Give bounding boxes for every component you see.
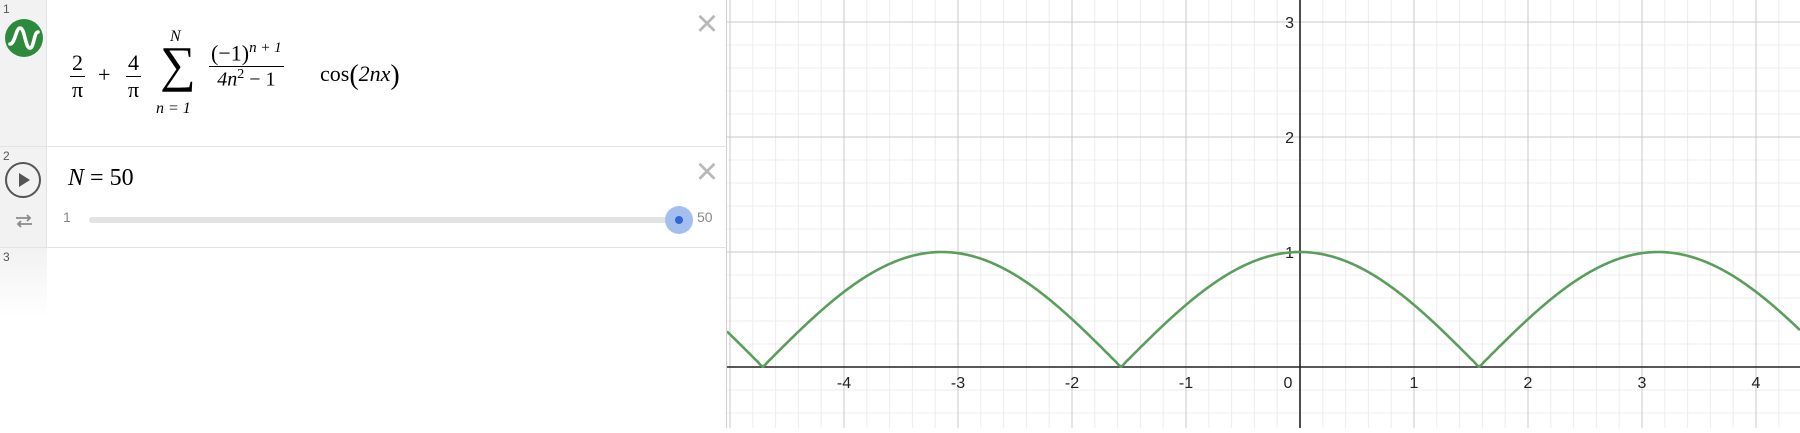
x-tick-label: -2	[1065, 375, 1079, 392]
expression-row-2[interactable]: 2 × N = 50 1 50	[0, 147, 727, 248]
sum-upper-bound: N	[170, 28, 181, 45]
y-tick-label: 2	[1285, 130, 1294, 147]
slider-variable: N	[68, 165, 85, 191]
expression-gutter: 1	[0, 0, 47, 146]
numerator: 4	[128, 50, 140, 75]
fraction-four-over-pi: 4 π	[126, 50, 142, 103]
plus-sign: +	[98, 62, 111, 87]
numerator-exponent: n + 1	[249, 40, 282, 56]
cos-label: cos	[320, 61, 350, 86]
expression-index: 1	[3, 2, 10, 16]
fourier-series-curve	[726, 250, 1800, 368]
denominator-tail: − 1	[244, 68, 276, 91]
fraction-two-over-pi: 2 π	[70, 50, 86, 103]
x-tick-label: -4	[837, 375, 851, 392]
slider-min-label[interactable]: 1	[63, 209, 71, 225]
slider-value: 50	[109, 165, 134, 191]
series-term-fraction: (−1)n + 1 4n2 − 1	[209, 40, 284, 92]
y-tick-label: 3	[1285, 15, 1294, 32]
sum-lower-bound: n = 1	[156, 100, 191, 117]
slider-track[interactable]	[89, 217, 679, 223]
x-tick-label: 4	[1752, 375, 1761, 392]
expression-list: 1 × 2 π + 4 π N ∑ n = 1 (−1)n + 1	[0, 0, 727, 428]
expression-index: 3	[3, 250, 10, 264]
cos-argument: 2nx	[358, 61, 391, 86]
x-tick-label: 1	[1410, 375, 1419, 392]
close-paren: )	[390, 60, 400, 91]
repeat-icon[interactable]	[13, 212, 35, 230]
numerator: (−1)n + 1	[209, 40, 284, 66]
x-tick-label: 3	[1638, 375, 1647, 392]
slider-definition[interactable]: N = 50	[68, 165, 134, 192]
expression-gutter: 3	[0, 248, 47, 318]
denominator: π	[70, 76, 86, 102]
numerator-base: (−1)	[211, 40, 250, 66]
x-tick-label: -3	[951, 375, 965, 392]
x-tick-label: 2	[1524, 375, 1533, 392]
slider-max-label[interactable]: 50	[697, 209, 713, 225]
graph-paper[interactable]: -4 -3 -2 -1 0 1 2 3 4 1 2 3	[726, 0, 1800, 428]
denominator-term: 4n	[217, 68, 238, 91]
denominator: 4n2 − 1	[209, 66, 284, 92]
numerator: 2	[72, 50, 84, 75]
x-tick-label: -1	[1179, 375, 1193, 392]
equals-sign: =	[90, 165, 104, 191]
denominator-exponent: 2	[237, 67, 245, 83]
delete-expression-button[interactable]: ×	[695, 3, 719, 45]
expression-gutter: 2	[0, 147, 47, 247]
cosine-function: cos(2nx)	[320, 60, 400, 92]
expression-row-3[interactable]: 3	[0, 248, 727, 318]
denominator: π	[126, 76, 142, 102]
x-tick-label: 0	[1284, 375, 1293, 392]
slider-handle[interactable]	[665, 206, 693, 234]
play-icon[interactable]	[4, 161, 42, 199]
delete-expression-button[interactable]: ×	[695, 151, 719, 193]
desmos-wave-logo-icon	[5, 19, 43, 57]
expression-row-1[interactable]: 1 × 2 π + 4 π N ∑ n = 1 (−1)n + 1	[0, 0, 727, 147]
summation-symbol: ∑	[160, 36, 196, 92]
open-paren: (	[349, 60, 359, 91]
expression-index: 2	[3, 149, 10, 163]
